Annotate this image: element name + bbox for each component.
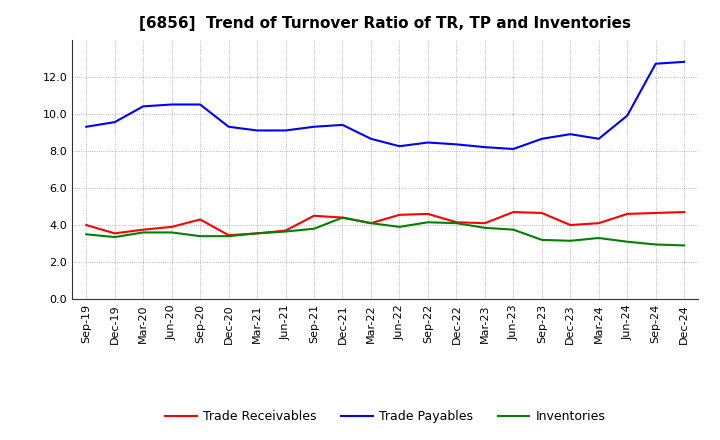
Trade Receivables: [253, 231, 261, 236]
Trade Payables: [225, 124, 233, 129]
Trade Receivables: [623, 211, 631, 216]
Trade Receivables: [452, 220, 461, 225]
Trade Payables: [338, 122, 347, 128]
Inventories: [338, 215, 347, 220]
Trade Payables: [282, 128, 290, 133]
Inventories: [566, 238, 575, 243]
Trade Payables: [167, 102, 176, 107]
Line: Inventories: Inventories: [86, 218, 684, 246]
Trade Receivables: [366, 220, 375, 226]
Inventories: [167, 230, 176, 235]
Trade Receivables: [282, 228, 290, 233]
Inventories: [509, 227, 518, 232]
Trade Receivables: [423, 211, 432, 216]
Trade Receivables: [566, 222, 575, 227]
Inventories: [196, 234, 204, 239]
Trade Receivables: [225, 233, 233, 238]
Trade Payables: [537, 136, 546, 141]
Trade Receivables: [310, 213, 318, 218]
Inventories: [423, 220, 432, 225]
Trade Payables: [395, 143, 404, 149]
Trade Receivables: [82, 222, 91, 227]
Inventories: [680, 243, 688, 248]
Inventories: [310, 226, 318, 231]
Inventories: [139, 230, 148, 235]
Trade Payables: [139, 104, 148, 109]
Trade Payables: [595, 136, 603, 141]
Trade Payables: [480, 144, 489, 150]
Trade Receivables: [167, 224, 176, 230]
Inventories: [110, 235, 119, 240]
Trade Payables: [680, 59, 688, 65]
Inventories: [82, 231, 91, 237]
Trade Payables: [310, 124, 318, 129]
Trade Payables: [110, 120, 119, 125]
Trade Payables: [253, 128, 261, 133]
Trade Receivables: [139, 227, 148, 232]
Trade Payables: [509, 147, 518, 152]
Trade Receivables: [537, 210, 546, 216]
Trade Receivables: [509, 209, 518, 215]
Trade Receivables: [652, 210, 660, 216]
Inventories: [623, 239, 631, 244]
Trade Payables: [652, 61, 660, 66]
Trade Payables: [452, 142, 461, 147]
Trade Receivables: [110, 231, 119, 236]
Trade Receivables: [680, 209, 688, 215]
Trade Receivables: [338, 215, 347, 220]
Inventories: [225, 234, 233, 239]
Title: [6856]  Trend of Turnover Ratio of TR, TP and Inventories: [6856] Trend of Turnover Ratio of TR, TP…: [139, 16, 631, 32]
Trade Receivables: [595, 220, 603, 226]
Trade Payables: [423, 140, 432, 145]
Line: Trade Payables: Trade Payables: [86, 62, 684, 149]
Inventories: [395, 224, 404, 230]
Inventories: [366, 220, 375, 226]
Legend: Trade Receivables, Trade Payables, Inventories: Trade Receivables, Trade Payables, Inven…: [161, 405, 610, 428]
Inventories: [253, 231, 261, 236]
Trade Receivables: [480, 220, 489, 226]
Inventories: [282, 229, 290, 234]
Trade Payables: [623, 113, 631, 118]
Inventories: [595, 235, 603, 241]
Inventories: [652, 242, 660, 247]
Trade Receivables: [196, 217, 204, 222]
Inventories: [452, 220, 461, 226]
Inventories: [537, 237, 546, 242]
Trade Receivables: [395, 212, 404, 217]
Trade Payables: [196, 102, 204, 107]
Inventories: [480, 225, 489, 231]
Trade Payables: [366, 136, 375, 141]
Trade Payables: [566, 132, 575, 137]
Trade Payables: [82, 124, 91, 129]
Line: Trade Receivables: Trade Receivables: [86, 212, 684, 235]
